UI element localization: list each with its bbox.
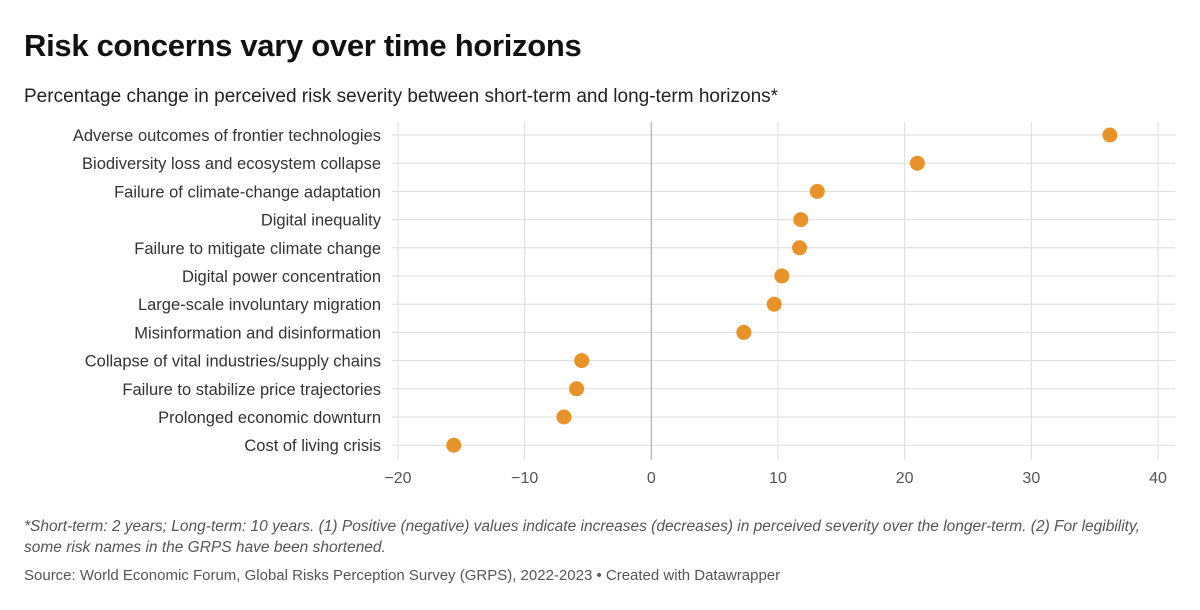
category-label: Digital inequality xyxy=(261,212,382,230)
data-point xyxy=(774,268,790,284)
data-point xyxy=(569,381,585,397)
data-point xyxy=(792,240,808,256)
data-point xyxy=(574,353,590,369)
data-points xyxy=(446,127,1118,453)
x-tick-label: 20 xyxy=(896,470,914,487)
x-axis-ticks: −20 −10 0 10 20 30 40 xyxy=(384,470,1167,487)
category-labels: Adverse outcomes of frontier technologie… xyxy=(73,127,382,455)
dot-plot-chart: Adverse outcomes of frontier technologie… xyxy=(73,122,1175,487)
data-point xyxy=(766,296,782,312)
data-point xyxy=(556,409,572,425)
x-tick-label: 30 xyxy=(1022,470,1040,487)
chart-subtitle: Percentage change in perceived risk seve… xyxy=(24,86,779,107)
data-point xyxy=(809,183,825,199)
x-tick-label: 0 xyxy=(647,470,656,487)
x-tick-label: −20 xyxy=(384,470,411,487)
category-label: Biodiversity loss and ecosystem collapse xyxy=(82,155,381,173)
category-label: Collapse of vital industries/supply chai… xyxy=(85,353,381,371)
category-label: Cost of living crisis xyxy=(244,437,381,455)
chart-title: Risk concerns vary over time horizons xyxy=(24,28,582,63)
category-label: Failure of climate-change adaptation xyxy=(114,183,381,201)
category-label: Misinformation and disinformation xyxy=(134,324,381,342)
category-label: Failure to stabilize price trajectories xyxy=(122,381,381,399)
x-tick-label: −10 xyxy=(511,470,538,487)
category-label: Failure to mitigate climate change xyxy=(134,240,381,258)
data-point xyxy=(1102,127,1118,143)
category-label: Prolonged economic downturn xyxy=(158,409,381,427)
category-label: Large-scale involuntary migration xyxy=(138,296,381,314)
data-point xyxy=(793,212,809,228)
data-point xyxy=(446,437,462,453)
source-note: Source: World Economic Forum, Global Ris… xyxy=(24,567,781,584)
data-point xyxy=(736,324,752,340)
x-tick-label: 40 xyxy=(1149,470,1167,487)
x-tick-label: 10 xyxy=(769,470,787,487)
footnote: *Short-term: 2 years; Long-term: 10 year… xyxy=(24,518,1140,556)
category-label: Digital power concentration xyxy=(182,268,381,286)
data-point xyxy=(909,155,925,171)
category-label: Adverse outcomes of frontier technologie… xyxy=(73,127,381,145)
grid-layer xyxy=(392,122,1175,460)
